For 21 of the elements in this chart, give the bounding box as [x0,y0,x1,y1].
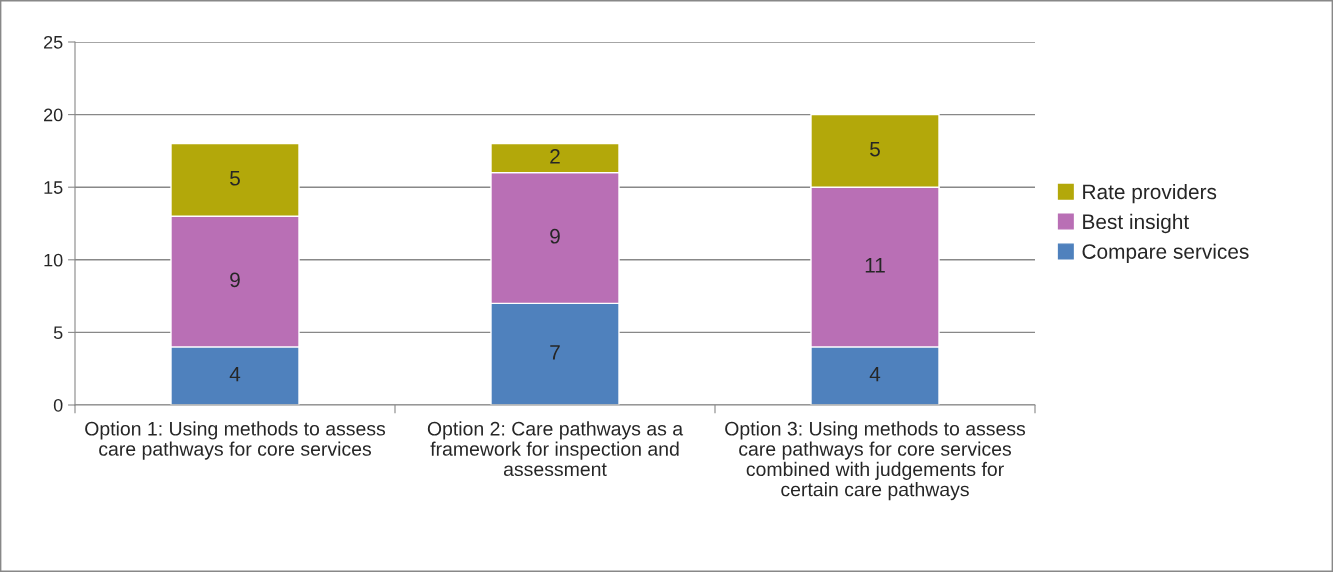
data-label: 5 [870,141,880,157]
y-tick-label: 15 [44,181,63,194]
y-tick-label: 20 [44,108,63,122]
x-tick-label: Option 3: Using methods to assess care pathways for core services combined with judgements for certain care pathways [725,421,1026,501]
y-tick-label: 0 [53,398,63,412]
data-label: 11 [865,258,885,273]
data-label: 4 [869,367,881,382]
legend-label: Compare services [1082,243,1249,264]
data-label: 2 [550,149,560,164]
y-tick-label: 5 [53,326,63,340]
legend-label: Rate providers [1083,183,1217,204]
legend-label: Best insight [1083,213,1190,234]
y-tick-label: 25 [44,35,63,49]
data-label: 4 [229,367,241,382]
data-label: 5 [230,170,240,186]
x-tick-label: Option 2: Care pathways as a framework for inspection and assessment [427,421,684,477]
data-label: 9 [550,228,560,244]
data-label: 7 [550,345,560,360]
y-tick-label: 10 [44,253,63,267]
data-label: 9 [230,272,240,288]
x-tick-label: Option 1: Using methods to assess care pathways for core services [85,421,386,460]
